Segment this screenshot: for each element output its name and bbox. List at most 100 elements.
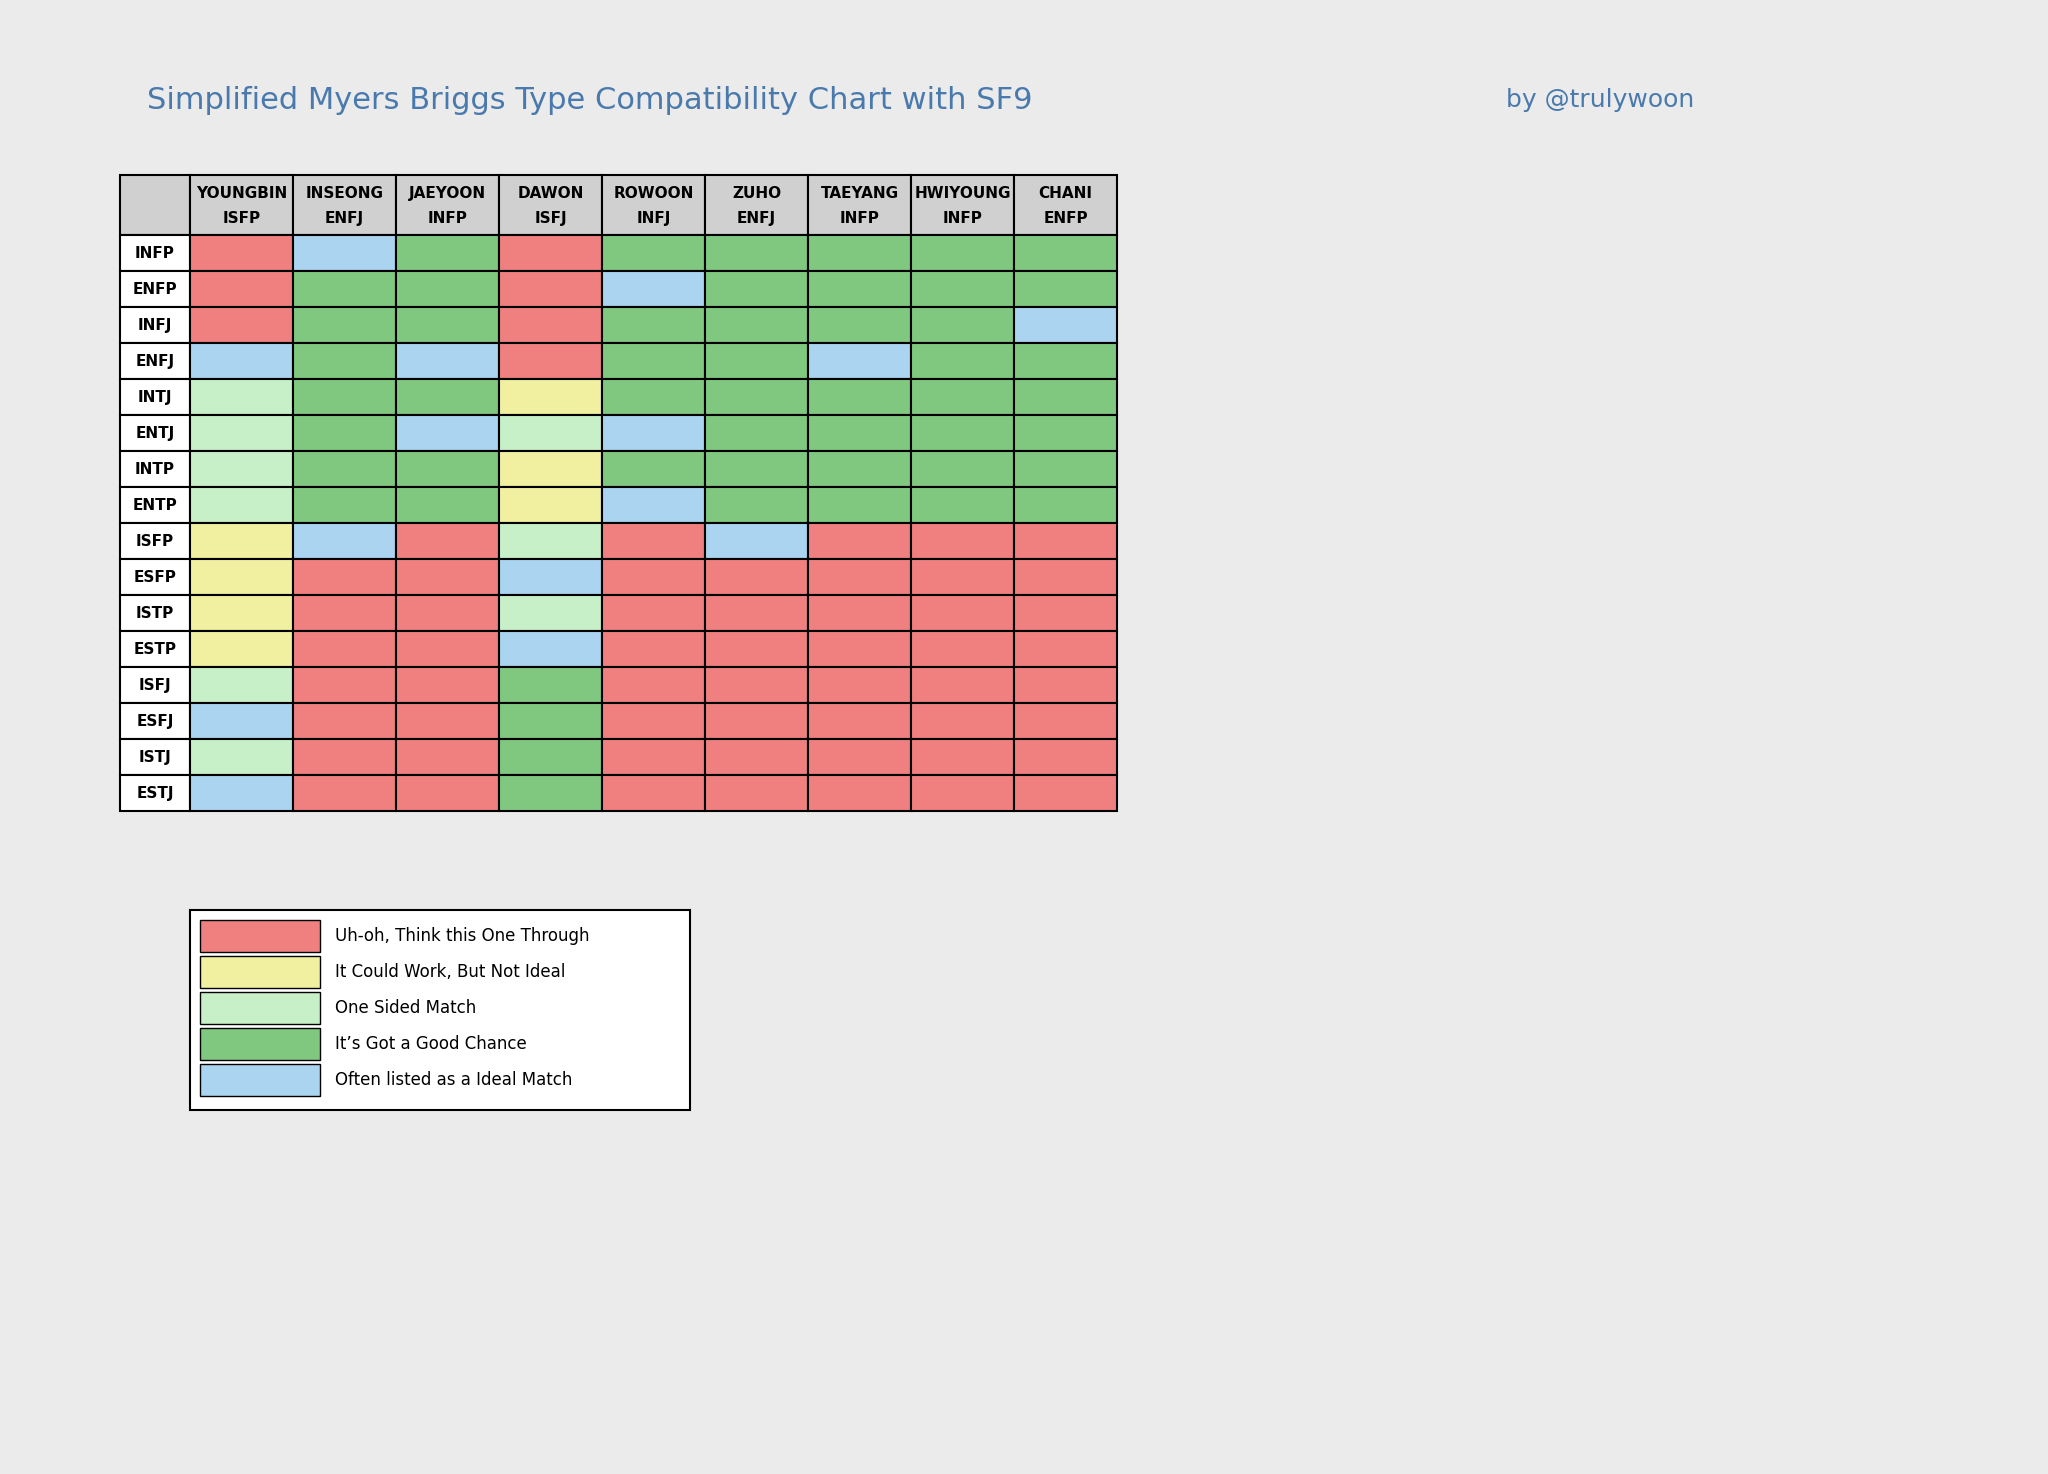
Bar	[201, 1027, 319, 1060]
Bar	[1014, 738, 1116, 775]
Bar	[1014, 559, 1116, 595]
Bar	[500, 234, 602, 271]
Bar	[705, 775, 809, 811]
Text: ISFP: ISFP	[223, 211, 260, 226]
Bar	[500, 271, 602, 307]
Bar	[395, 175, 500, 234]
Bar	[121, 416, 190, 451]
Bar	[121, 668, 190, 703]
Bar	[809, 738, 911, 775]
Bar	[500, 416, 602, 451]
Bar	[293, 559, 395, 595]
Bar	[395, 416, 500, 451]
Bar	[500, 738, 602, 775]
Text: INFJ: INFJ	[137, 317, 172, 333]
Text: ISFJ: ISFJ	[139, 678, 172, 693]
Text: ESFP: ESFP	[133, 569, 176, 585]
Bar	[121, 703, 190, 738]
Bar	[809, 234, 911, 271]
Bar	[190, 271, 293, 307]
Bar	[602, 595, 705, 631]
Text: INFP: INFP	[135, 246, 174, 261]
Bar	[911, 416, 1014, 451]
Bar	[602, 559, 705, 595]
Bar	[911, 703, 1014, 738]
Bar	[1014, 416, 1116, 451]
Bar	[293, 175, 395, 234]
Bar	[705, 175, 809, 234]
Bar	[395, 343, 500, 379]
Bar	[190, 703, 293, 738]
Text: YOUNGBIN: YOUNGBIN	[197, 186, 287, 200]
Bar	[293, 668, 395, 703]
Bar	[1014, 631, 1116, 668]
Text: INTJ: INTJ	[137, 389, 172, 404]
Bar	[602, 175, 705, 234]
Bar	[293, 307, 395, 343]
Bar	[602, 703, 705, 738]
Bar	[809, 486, 911, 523]
Bar	[1014, 451, 1116, 486]
Bar	[500, 523, 602, 559]
Bar	[190, 523, 293, 559]
Bar	[190, 307, 293, 343]
Bar	[1014, 668, 1116, 703]
Bar	[121, 379, 190, 416]
Bar	[293, 738, 395, 775]
Bar	[1014, 175, 1116, 234]
Text: ESTP: ESTP	[133, 641, 176, 656]
Bar	[1014, 271, 1116, 307]
Text: ROWOON: ROWOON	[612, 186, 694, 200]
Bar	[705, 379, 809, 416]
Bar	[500, 379, 602, 416]
Bar	[395, 595, 500, 631]
Bar	[293, 234, 395, 271]
Bar	[395, 668, 500, 703]
Bar	[1014, 234, 1116, 271]
Text: CHANI: CHANI	[1038, 186, 1092, 200]
Bar	[911, 175, 1014, 234]
Bar	[293, 343, 395, 379]
Bar	[395, 738, 500, 775]
Bar	[293, 631, 395, 668]
Bar	[293, 271, 395, 307]
Text: DAWON: DAWON	[518, 186, 584, 200]
Bar	[190, 738, 293, 775]
Bar	[705, 343, 809, 379]
Bar	[911, 775, 1014, 811]
Bar	[190, 631, 293, 668]
Bar	[201, 957, 319, 988]
Bar	[121, 271, 190, 307]
Bar	[121, 307, 190, 343]
Bar	[395, 271, 500, 307]
Bar	[911, 523, 1014, 559]
Text: INFP: INFP	[840, 211, 879, 226]
Text: INFP: INFP	[428, 211, 467, 226]
Bar	[705, 559, 809, 595]
Text: ENFJ: ENFJ	[135, 354, 174, 368]
Text: INFJ: INFJ	[637, 211, 670, 226]
Bar	[809, 451, 911, 486]
Text: ENFP: ENFP	[133, 282, 178, 296]
Text: Simplified Myers Briggs Type Compatibility Chart with SF9: Simplified Myers Briggs Type Compatibili…	[147, 85, 1032, 115]
Bar	[121, 595, 190, 631]
Bar	[1014, 523, 1116, 559]
Bar	[190, 175, 293, 234]
Bar	[602, 379, 705, 416]
Bar	[500, 631, 602, 668]
Bar	[705, 668, 809, 703]
Bar	[911, 738, 1014, 775]
Bar	[809, 703, 911, 738]
Bar	[190, 343, 293, 379]
Text: Uh-oh, Think this One Through: Uh-oh, Think this One Through	[336, 927, 590, 945]
Text: INSEONG: INSEONG	[305, 186, 383, 200]
Bar	[500, 175, 602, 234]
Bar	[911, 343, 1014, 379]
Text: TAEYANG: TAEYANG	[821, 186, 899, 200]
Bar	[190, 595, 293, 631]
Text: ENTJ: ENTJ	[135, 426, 174, 441]
Text: INTP: INTP	[135, 461, 174, 476]
Bar	[395, 486, 500, 523]
Bar	[121, 451, 190, 486]
Bar	[190, 775, 293, 811]
